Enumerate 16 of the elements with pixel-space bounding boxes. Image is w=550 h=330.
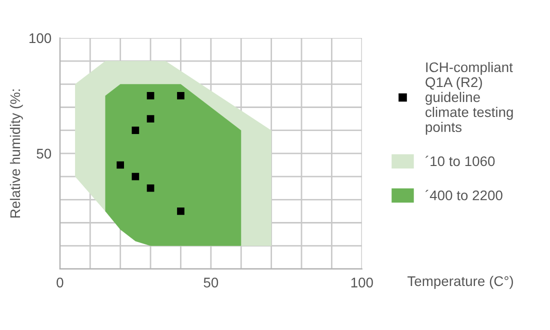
x-tick-label: 100 [351,278,373,288]
point [116,161,124,169]
legend-label: ´10 to 1060 [425,156,495,166]
point [146,184,154,192]
point [132,126,140,134]
point [177,92,184,100]
legend-label: ´400 to 2200 [425,190,502,200]
point [146,115,154,122]
point [146,92,154,100]
point [177,208,184,215]
x-tick-label: 50 [204,278,218,288]
y-axis-title: Relative humidity (%: [10,89,23,218]
x-tick-label: 0 [56,278,64,288]
x-axis-title: Temperature (C°) [408,276,513,289]
legend-label: ICH-compliant Q1A (R2) guideline climate testing points [426,62,513,135]
point [132,172,140,180]
